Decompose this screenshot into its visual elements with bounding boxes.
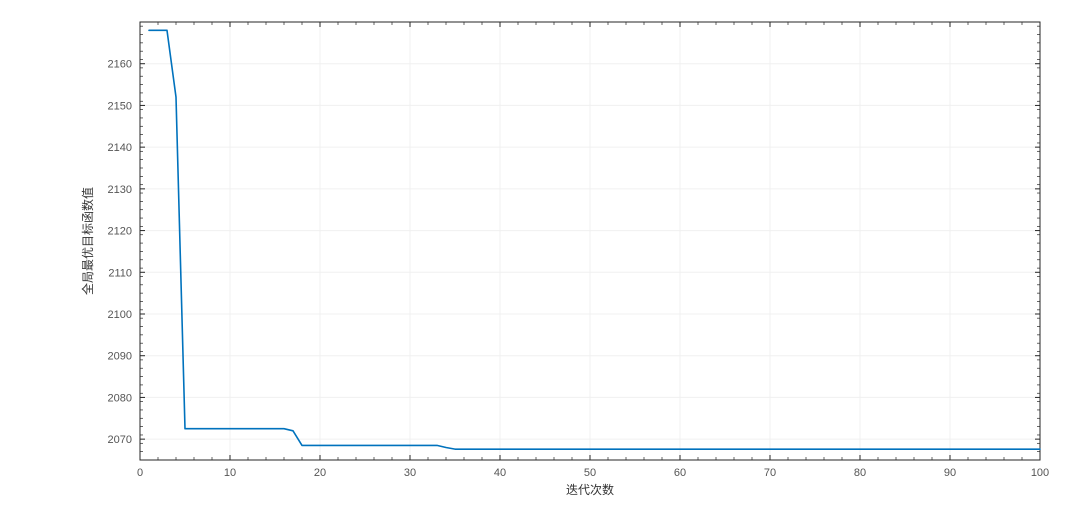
x-tick-label: 20 <box>314 467 326 479</box>
y-tick-label: 2160 <box>108 59 132 71</box>
x-tick-label: 80 <box>854 467 866 479</box>
convergence-chart: 0 10 20 30 40 50 60 70 80 90 100 2070 2080 2090 2100 21… <box>0 0 1080 513</box>
y-tick-label: 2080 <box>108 392 132 404</box>
chart-svg: 0 10 20 30 40 50 60 70 80 90 100 2070 2080 2090 2100 21… <box>0 0 1080 513</box>
x-tick-label: 70 <box>764 467 776 479</box>
y-tick-label: 2120 <box>108 226 132 238</box>
x-axis-title: 迭代次数 <box>566 482 614 497</box>
y-tick-label: 2130 <box>108 184 132 196</box>
y-tick-label: 2100 <box>108 309 132 321</box>
x-tick-label: 90 <box>944 467 956 479</box>
x-tick-label: 30 <box>404 467 416 479</box>
y-tick-label: 2090 <box>108 351 132 363</box>
x-tick-label: 10 <box>224 467 236 479</box>
y-tick-label: 2110 <box>108 267 132 279</box>
y-tick-label: 2140 <box>108 142 132 154</box>
x-tick-label: 100 <box>1031 467 1049 479</box>
x-tick-label: 40 <box>494 467 506 479</box>
y-tick-label: 2070 <box>108 434 132 446</box>
y-axis-title: 全局最优目标函数值 <box>80 187 95 295</box>
x-tick-label: 60 <box>674 467 686 479</box>
y-tick-label: 2150 <box>108 100 132 112</box>
x-tick-label: 0 <box>137 467 143 479</box>
x-tick-label: 50 <box>584 467 596 479</box>
